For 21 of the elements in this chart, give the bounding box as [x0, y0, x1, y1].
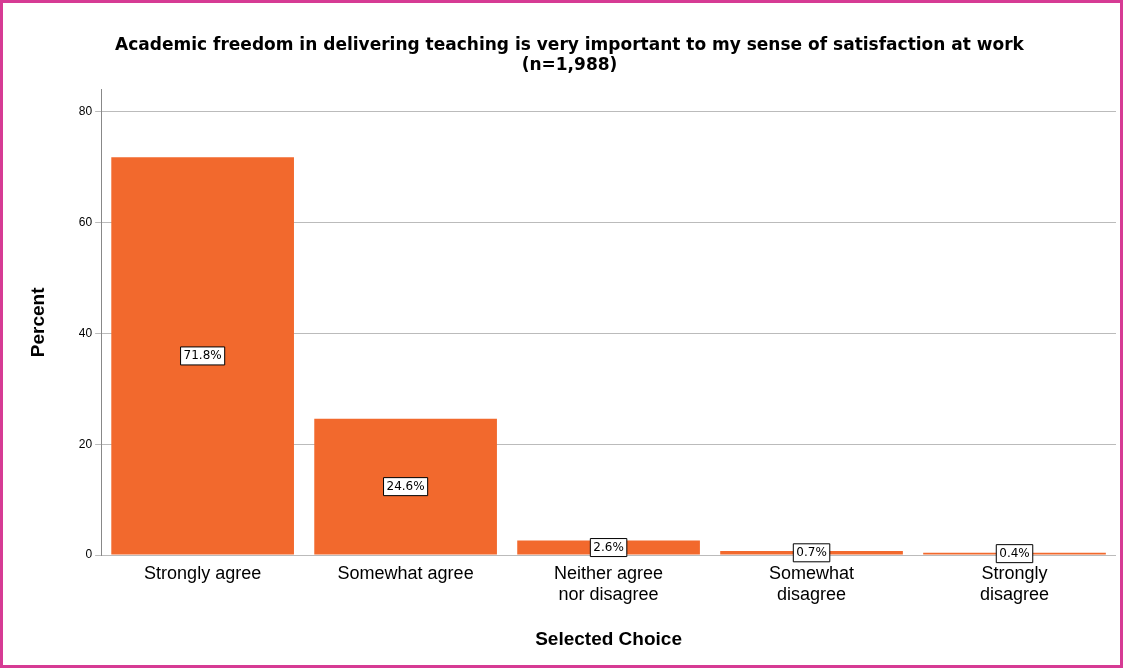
- y-axis-title: Percent: [26, 286, 48, 358]
- data-label: 71.8%: [183, 348, 222, 363]
- chart-subtitle: (n=1,988): [521, 54, 618, 75]
- data-label: 0.7%: [796, 544, 827, 559]
- y-tick-label: 0: [85, 547, 93, 562]
- bar: [314, 418, 497, 555]
- bar: [111, 157, 294, 555]
- y-tick-label: 20: [78, 436, 93, 451]
- y-tick-label: 60: [78, 215, 93, 230]
- x-tick-label: Strongly disagree: [979, 562, 1050, 605]
- y-tick-label: 40: [78, 325, 93, 340]
- x-tick-label: Somewhat disagree: [769, 562, 855, 605]
- x-tick-label: Somewhat agree: [337, 562, 474, 583]
- y-tick-label: 80: [78, 104, 93, 119]
- data-label: 0.4%: [999, 545, 1030, 560]
- x-tick-label: Strongly agree: [144, 562, 262, 583]
- x-axis-title: Selected Choice: [535, 627, 682, 649]
- data-label: 24.6%: [386, 478, 425, 493]
- chart-title: Academic freedom in delivering teaching is very important to my sense of satisfaction at work: [115, 33, 1025, 54]
- x-tick-label: Neither agree nor disagree: [554, 562, 664, 605]
- data-label: 2.6%: [593, 539, 624, 554]
